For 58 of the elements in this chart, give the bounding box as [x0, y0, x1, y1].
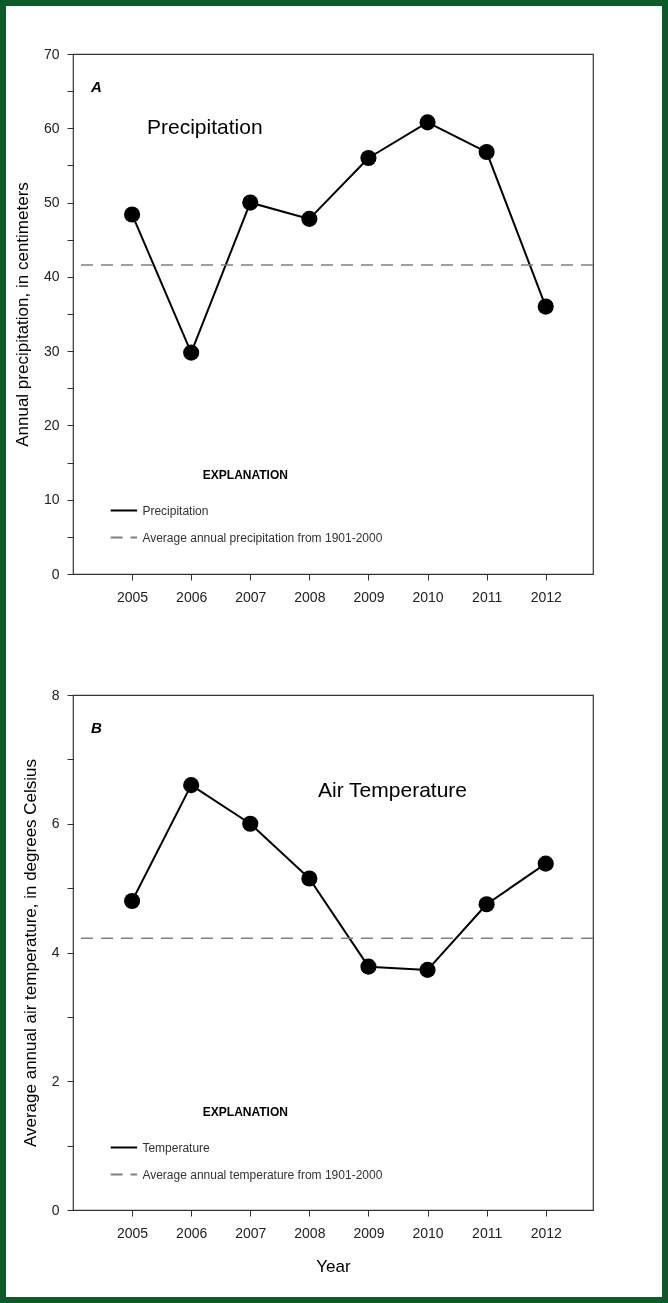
x-tick-label: 2010 [412, 1224, 444, 1241]
point [537, 855, 554, 872]
point [419, 961, 436, 978]
y-tick-label: 0 [51, 565, 60, 582]
x-tick-label: 2009 [353, 1224, 385, 1241]
text: Air Temperature [318, 778, 468, 801]
annotation: B [91, 719, 102, 736]
x-tick-label: 2005 [117, 588, 149, 605]
legend-label: Average annual precipitation from 1901-2000 [142, 530, 383, 545]
y-tick-label: 70 [43, 45, 60, 62]
y-tick-label: 30 [43, 342, 60, 359]
point [183, 777, 200, 794]
y-tick-label: 4 [51, 944, 60, 960]
y-tick-label: 2 [51, 1072, 60, 1089]
x-tick-label: 2005 [117, 1224, 149, 1241]
point [124, 206, 141, 223]
legend-title: EXPLANATION [202, 1105, 288, 1119]
point [478, 896, 495, 913]
point [537, 298, 554, 315]
y-tick-label: 8 [51, 686, 60, 703]
point [301, 210, 318, 227]
x-tick-label: 2008 [294, 588, 326, 605]
x-tick-label: 2009 [353, 588, 385, 605]
text: Precipitation [147, 115, 263, 138]
point [242, 815, 259, 832]
point [419, 114, 436, 131]
point [360, 958, 377, 975]
y-tick-label: 10 [43, 491, 60, 508]
y-axis-title: Average annual air temperature, in degrees Celsius [20, 758, 40, 1148]
x-tick-label: 2006 [176, 588, 208, 605]
x-tick-label: 2011 [472, 588, 503, 605]
y-tick-label: 60 [43, 119, 60, 136]
x-tick-label: 2010 [412, 588, 444, 605]
point [360, 149, 377, 167]
legend-label: Precipitation [142, 503, 209, 518]
point [242, 194, 259, 211]
annotation: A [90, 78, 102, 95]
legend-label: Temperature [142, 1140, 211, 1155]
x-tick-label: 2006 [176, 1224, 208, 1241]
x-tick-label: 2007 [235, 1224, 267, 1241]
y-axis-title: Annual precipitation, in centimeters [12, 182, 32, 447]
point [183, 344, 200, 361]
x-tick-label: 2011 [472, 1224, 503, 1241]
y-tick-label: 6 [51, 815, 60, 832]
legend-title: EXPLANATION [202, 468, 288, 482]
y-tick-label: 40 [43, 268, 60, 285]
x-tick-label: 2008 [294, 1224, 326, 1241]
y-tick-label: 20 [43, 416, 60, 433]
legend-label: Average annual temperature from 1901-2000 [142, 1167, 383, 1182]
point [478, 144, 495, 161]
y-tick-label: 0 [51, 1201, 60, 1218]
x-tick-label: 2012 [530, 1224, 563, 1241]
point [301, 870, 318, 887]
y-tick-label: 50 [43, 194, 60, 211]
point [124, 892, 141, 910]
x-tick-label: 2012 [530, 588, 563, 605]
x-axis-title: Year [316, 1256, 352, 1276]
x-tick-label: 2007 [235, 588, 267, 605]
